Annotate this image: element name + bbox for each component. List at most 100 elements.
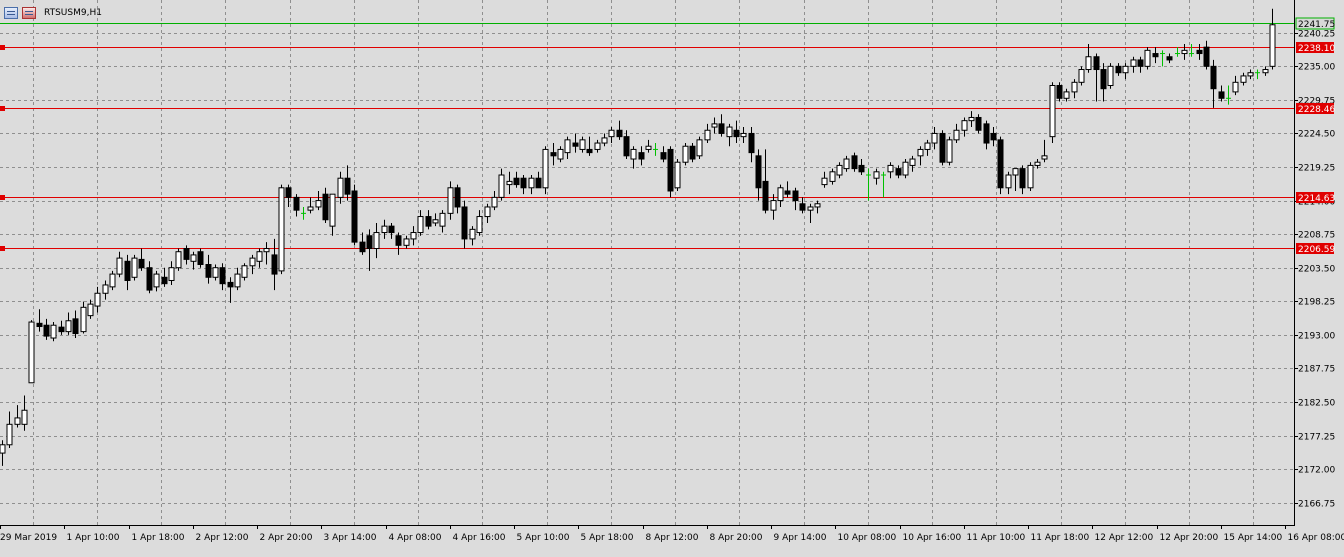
candle-body xyxy=(602,138,607,143)
price-tick-label: 2172.00 xyxy=(1298,466,1335,476)
candle-body xyxy=(396,236,401,246)
candle-body xyxy=(837,165,842,175)
candle-body xyxy=(213,268,218,278)
level-anchor-marker xyxy=(0,246,5,251)
candle-body xyxy=(191,255,196,261)
time-tick-label: 3 Apr 14:00 xyxy=(324,533,377,543)
candle-body xyxy=(521,178,526,188)
candle-body xyxy=(184,249,189,260)
candle-body xyxy=(969,117,974,120)
candle-body xyxy=(492,197,497,207)
candle-body xyxy=(1028,165,1033,187)
candle-body xyxy=(250,258,255,266)
time-tick-label: 10 Apr 16:00 xyxy=(903,533,962,543)
candle-body xyxy=(1035,162,1040,165)
candle-body xyxy=(404,239,409,245)
candle-body xyxy=(1123,66,1128,72)
time-tick-label: 15 Apr 14:00 xyxy=(1224,533,1283,543)
candle-body xyxy=(932,133,937,143)
candle-body xyxy=(639,153,644,159)
candle-body xyxy=(712,124,717,127)
level-label: 2228.46 xyxy=(1298,105,1335,115)
candle-body xyxy=(1094,57,1099,70)
time-tick-label: 10 Apr 08:00 xyxy=(838,533,897,543)
candle-body xyxy=(661,153,666,159)
candle-body xyxy=(1131,60,1136,66)
price-tick-label: 2240.25 xyxy=(1298,30,1335,40)
candle-body xyxy=(910,159,915,165)
candle-body xyxy=(44,325,49,336)
candle-body xyxy=(242,266,247,278)
candle-body xyxy=(345,178,350,194)
candle-body xyxy=(411,233,416,239)
candle-body xyxy=(1057,86,1062,99)
candle-body xyxy=(73,319,78,334)
time-tick-label: 2 Apr 20:00 xyxy=(260,533,313,543)
candle-body xyxy=(888,165,893,171)
level-anchor-marker xyxy=(0,195,5,200)
candle-body xyxy=(66,321,71,332)
candle-body xyxy=(697,140,702,156)
time-tick-label: 1 Apr 18:00 xyxy=(132,533,185,543)
candle-body xyxy=(81,307,86,331)
time-tick-label: 2 Apr 12:00 xyxy=(196,533,249,543)
candle-body xyxy=(852,156,857,169)
time-tick-label: 12 Apr 12:00 xyxy=(1095,533,1154,543)
candle-body xyxy=(338,178,343,197)
candle-body xyxy=(830,172,835,182)
candle-body xyxy=(59,327,64,331)
candle-body xyxy=(543,149,548,187)
candle-body xyxy=(264,249,269,252)
candle-body xyxy=(940,133,945,162)
candle-body xyxy=(1233,82,1238,92)
candle-body xyxy=(198,252,203,265)
time-tick-label: 4 Apr 16:00 xyxy=(453,533,506,543)
time-tick-label: 4 Apr 08:00 xyxy=(389,533,442,543)
candle-body xyxy=(228,282,233,286)
candle-body xyxy=(279,188,284,271)
candle-body xyxy=(1006,175,1011,188)
price-tick-label: 2177.25 xyxy=(1298,433,1335,443)
time-tick-label: 16 Apr 08:00 xyxy=(1288,533,1344,543)
candle-body xyxy=(154,274,159,287)
candle-body xyxy=(132,258,137,277)
candle-body xyxy=(565,140,570,153)
candle-body xyxy=(389,226,394,232)
candle-body xyxy=(683,146,688,162)
candle-body xyxy=(896,169,901,175)
candle-body xyxy=(382,226,387,232)
candle-body xyxy=(22,410,27,424)
candle-body xyxy=(1116,66,1121,72)
candle-body xyxy=(734,130,739,136)
candle-body xyxy=(822,178,827,184)
candle-body xyxy=(793,191,798,201)
candle-body xyxy=(294,197,299,210)
candle-body xyxy=(998,140,1003,188)
candle-body xyxy=(367,236,372,249)
candle-body xyxy=(631,149,636,159)
candle-body xyxy=(1153,54,1158,57)
candle-body xyxy=(1211,66,1216,88)
candle-body xyxy=(1108,66,1113,85)
candle-body xyxy=(1219,92,1224,98)
candle-body xyxy=(51,325,56,338)
candle-body xyxy=(323,194,328,220)
candle-body xyxy=(360,242,365,252)
chart-title-bar: RTSUSM9,H1 xyxy=(4,5,102,21)
candle-body xyxy=(984,124,989,143)
price-tick-label: 2166.75 xyxy=(1298,500,1335,510)
candle-body xyxy=(771,201,776,211)
candle-body xyxy=(668,149,673,191)
candle-body xyxy=(903,162,908,175)
time-tick-label: 11 Apr 18:00 xyxy=(1031,533,1090,543)
candle-body xyxy=(1138,60,1143,66)
level-anchor-marker xyxy=(0,106,5,111)
candle-body xyxy=(719,124,724,134)
candle-body xyxy=(690,146,695,159)
candle-body xyxy=(595,143,600,149)
candle-body xyxy=(1042,156,1047,159)
candle-body xyxy=(95,293,100,306)
candle-body xyxy=(1145,50,1150,66)
